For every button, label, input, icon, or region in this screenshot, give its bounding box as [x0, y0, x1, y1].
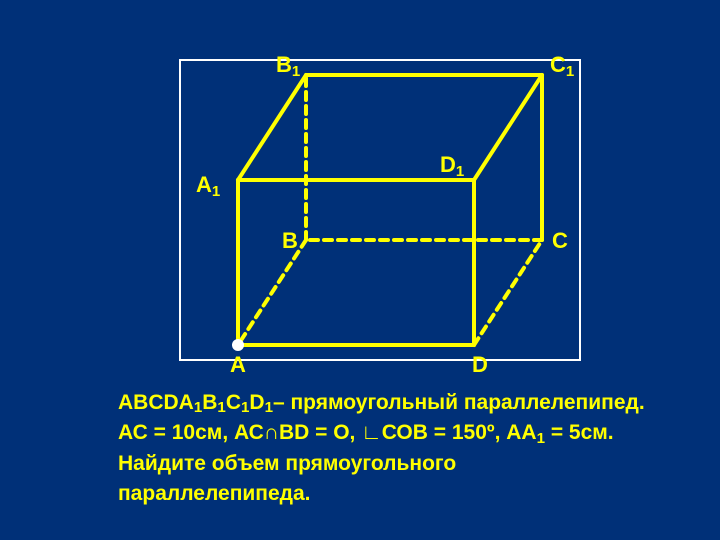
- text-run: D: [249, 391, 264, 414]
- vertex-label-letter: C: [550, 52, 566, 77]
- corner-marker-A: [232, 339, 244, 351]
- problem-line: Найдите объем прямоугольного: [118, 449, 645, 479]
- text-run: – прямоугольный параллелепипед.: [273, 391, 645, 414]
- vertex-label-letter: D: [472, 352, 488, 377]
- vertex-label-B1: B1: [276, 52, 300, 78]
- vertex-label-B: B: [282, 228, 298, 254]
- vertex-label-D: D: [472, 352, 488, 378]
- vertex-label-A: A: [230, 352, 246, 378]
- vertex-label-subscript: 1: [456, 163, 464, 180]
- vertex-label-C1: C1: [550, 52, 574, 78]
- problem-line: АС = 10см, АС∩ВD = О, ∟СОВ = 150º, АА1 =…: [118, 418, 645, 448]
- vertex-label-D1: D1: [440, 152, 464, 178]
- vertex-label-letter: A: [196, 172, 212, 197]
- subscript-text: 1: [265, 399, 273, 416]
- vertex-label-subscript: 1: [212, 183, 220, 200]
- problem-line: ABCDA1B1C1D1– прямоугольный параллелепип…: [118, 388, 645, 418]
- problem-statement: ABCDA1B1C1D1– прямоугольный параллелепип…: [118, 388, 645, 510]
- vertex-label-letter: A: [230, 352, 246, 377]
- vertex-label-letter: D: [440, 152, 456, 177]
- text-run: C: [226, 391, 241, 414]
- vertex-label-letter: C: [552, 228, 568, 253]
- text-run: параллелепипеда.: [118, 482, 311, 505]
- subscript-text: 1: [217, 399, 225, 416]
- text-run: Найдите объем прямоугольного: [118, 452, 456, 475]
- vertex-label-letter: B: [276, 52, 292, 77]
- subscript-text: 1: [537, 430, 545, 447]
- text-run: B: [202, 391, 217, 414]
- subscript-text: 1: [194, 399, 202, 416]
- vertex-label-A1: A1: [196, 172, 220, 198]
- text-run: ABCDA: [118, 391, 194, 414]
- vertex-label-C: C: [552, 228, 568, 254]
- subscript-text: 1: [241, 399, 249, 416]
- problem-line: параллелепипеда.: [118, 479, 645, 509]
- text-run: АС = 10см, АС∩ВD = О, ∟СОВ = 150º, АА: [118, 421, 537, 444]
- vertex-label-subscript: 1: [292, 63, 300, 80]
- text-run: = 5см.: [545, 421, 614, 444]
- vertex-label-subscript: 1: [566, 63, 574, 80]
- vertex-label-letter: B: [282, 228, 298, 253]
